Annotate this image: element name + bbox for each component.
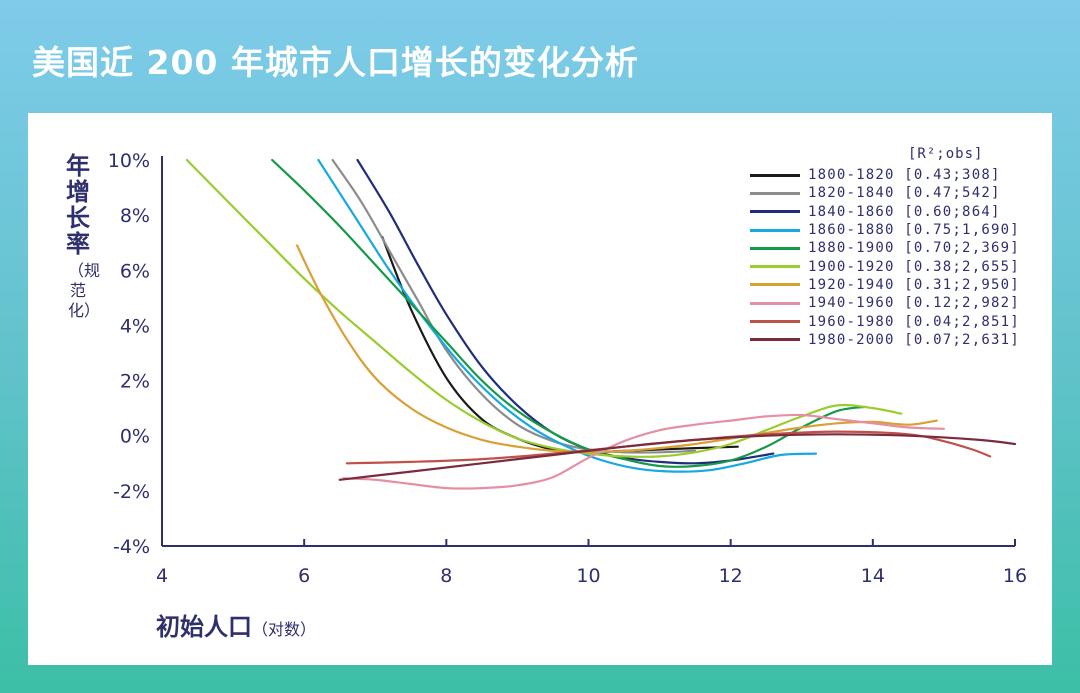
x-tick-label: 6 xyxy=(298,565,310,587)
legend-swatch xyxy=(750,301,800,305)
legend-swatch xyxy=(750,283,800,287)
y-tick-label: 0% xyxy=(120,426,150,448)
axes: 4 6 8 10 12 14 16 10% 8% 6% 4% 2% 0% -2% -4% xyxy=(108,150,1027,587)
x-tick-label: 14 xyxy=(861,565,885,587)
series-line-1860-1880 xyxy=(317,158,818,473)
legend-swatch xyxy=(750,228,800,232)
x-axis-title-main: 初始人口 xyxy=(156,613,252,641)
legend-label: 1840-1860 [0.60;864] xyxy=(808,203,1001,220)
series-line-1940-1960 xyxy=(342,413,945,490)
legend-item: 1820-1840 [0.47;542] xyxy=(750,184,1020,202)
x-tick-label: 8 xyxy=(440,565,452,587)
series-line-1980-2000 xyxy=(338,433,1017,481)
series-line-1800-1820 xyxy=(381,236,739,454)
legend-item: 1960-1980 [0.04;2,851] xyxy=(750,312,1020,330)
y-axis-title: 年增长率 xyxy=(66,152,90,258)
legend-swatch xyxy=(750,320,800,324)
y-axis-subtitle: （规范化） xyxy=(68,261,101,320)
legend-swatch xyxy=(750,173,800,177)
legend-label: 1800-1820 [0.43;308] xyxy=(808,167,1001,184)
y-tick-label: -4% xyxy=(113,536,150,558)
legend-swatch xyxy=(750,246,800,250)
x-axis-title: 初始人口（对数） xyxy=(156,607,316,642)
legend-label: 1820-1840 [0.47;542] xyxy=(808,185,1001,202)
legend-label: 1940-1960 [0.12;2,982] xyxy=(808,295,1020,312)
legend-item: 1840-1860 [0.60;864] xyxy=(750,203,1020,221)
line-chart: 4 6 8 10 12 14 16 10% 8% 6% 4% 2% 0% -2% -4% xyxy=(108,150,1027,587)
series-lines xyxy=(185,158,1017,490)
legend: [R²;obs] 1800-1820 [0.43;308] 1820-1840 [… xyxy=(750,146,1020,349)
legend-item: 1900-1920 [0.38;2,655] xyxy=(750,257,1020,275)
legend-swatch xyxy=(750,338,800,342)
legend-item: 1860-1880 [0.75;1,690] xyxy=(750,221,1020,239)
legend-item: 1800-1820 [0.43;308] xyxy=(750,166,1020,184)
series-line-1920-1940 xyxy=(296,244,938,454)
legend-label: 1880-1900 [0.70;2,369] xyxy=(808,240,1020,257)
legend-label: 1920-1940 [0.31;2,950] xyxy=(808,276,1020,293)
y-tick-label: 8% xyxy=(120,205,150,227)
legend-header: [R²;obs] xyxy=(908,146,984,162)
legend-item: 1880-1900 [0.70;2,369] xyxy=(750,239,1020,257)
legend-label: 1960-1980 [0.04;2,851] xyxy=(808,313,1020,330)
legend-items: 1800-1820 [0.43;308] 1820-1840 [0.47;542]… xyxy=(750,166,1020,349)
chart-title: 美国近 200 年城市人口增长的变化分析 xyxy=(32,43,639,82)
legend-swatch xyxy=(750,210,800,214)
legend-label: 1900-1920 [0.38;2,655] xyxy=(808,258,1020,275)
x-tick-label: 10 xyxy=(576,565,600,587)
legend-swatch xyxy=(750,265,800,269)
y-tick-label: 10% xyxy=(108,150,150,172)
legend-item: 1980-2000 [0.07;2,631] xyxy=(750,331,1020,349)
y-tick-label: -2% xyxy=(113,481,150,503)
legend-label: 1980-2000 [0.07;2,631] xyxy=(808,331,1020,348)
series-line-1880-1900 xyxy=(271,158,867,468)
x-tick-label: 12 xyxy=(719,565,743,587)
legend-item: 1920-1940 [0.31;2,950] xyxy=(750,276,1020,294)
legend-label: 1860-1880 [0.75;1,690] xyxy=(808,222,1020,239)
series-line-1820-1840 xyxy=(331,158,697,454)
y-tick-label: 6% xyxy=(120,260,150,282)
y-tick-label: 4% xyxy=(120,315,150,337)
y-tick-label: 2% xyxy=(120,371,150,393)
series-line-1900-1920 xyxy=(185,158,903,458)
legend-item: 1940-1960 [0.12;2,982] xyxy=(750,294,1020,312)
x-tick-label: 16 xyxy=(1003,565,1027,587)
x-axis-title-sub: （对数） xyxy=(252,620,317,639)
chart-panel: 4 6 8 10 12 14 16 10% 8% 6% 4% 2% 0% -2% -4% 年增长率 （规范化… xyxy=(28,113,1052,665)
legend-swatch xyxy=(750,191,800,195)
x-tick-label: 4 xyxy=(156,565,168,587)
